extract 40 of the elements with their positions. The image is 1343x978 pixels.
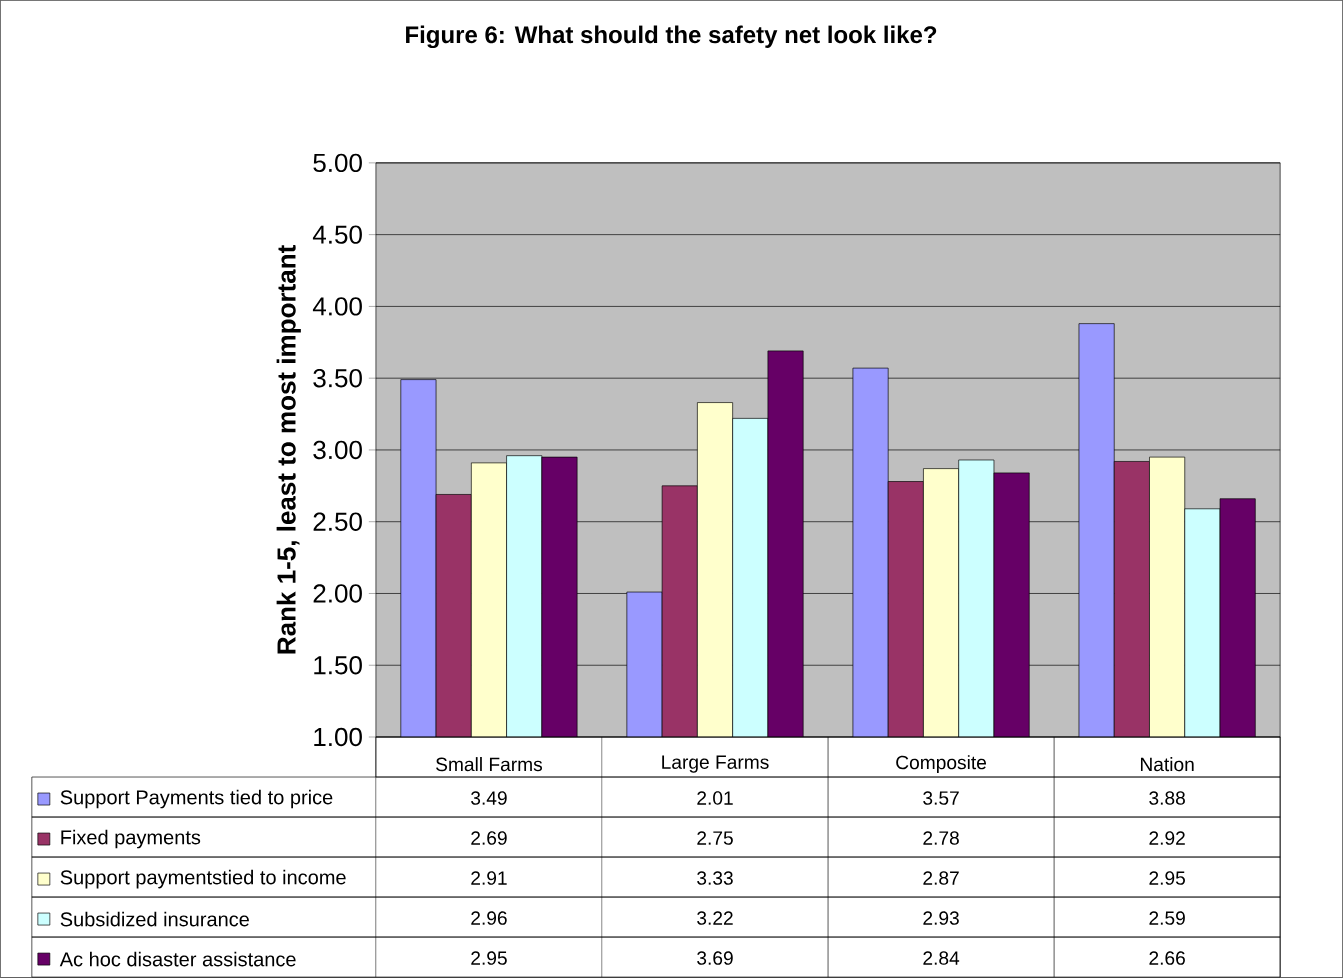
y-tick-label: 1.50 (314, 656, 362, 675)
data-label: 2.91 (471, 871, 507, 885)
x-tick-label: Small Farms (436, 757, 543, 772)
x-tick-label: Nation (1140, 757, 1194, 772)
data-label: 2.59 (1149, 911, 1185, 925)
data-label: 2.66 (1149, 951, 1185, 965)
y-tick-label: 2.00 (313, 584, 362, 603)
data-label: 3.33 (697, 871, 733, 885)
y-tick-label: 3.50 (313, 369, 362, 388)
data-label: 3.22 (697, 911, 733, 925)
data-label: 2.96 (471, 911, 507, 925)
data-label: 2.93 (923, 911, 959, 925)
data-label: 2.01 (697, 791, 733, 805)
legend-label: Subsidized insurance (60, 911, 249, 927)
legend-label: Support Payments tied to price (60, 789, 333, 809)
data-label: 3.69 (697, 951, 733, 965)
data-label: 2.75 (697, 831, 733, 845)
data-label: 2.69 (471, 831, 507, 845)
data-label: 3.49 (471, 791, 507, 805)
legend-label: Ac hoc disaster assistance (59, 951, 296, 967)
data-label: 3.88 (1149, 791, 1185, 805)
legend-label: Support paymentstied to income (60, 869, 346, 889)
data-label: 3.57 (923, 791, 959, 805)
y-tick-label: 3.00 (313, 440, 362, 460)
x-tick-label: Large Farms (662, 755, 769, 773)
y-tick-label: 4.50 (312, 225, 362, 244)
data-label: 2.92 (1149, 831, 1185, 845)
chart-title: Figure 6: What should the safety net look like? (406, 25, 937, 49)
data-label: 2.95 (471, 951, 507, 965)
data-label: 2.84 (923, 951, 960, 965)
legend-label: Fixed payments (61, 829, 201, 849)
data-label: 2.87 (923, 871, 959, 885)
y-axis-title: Rank 1-5, least to most important (276, 245, 301, 654)
y-tick-label: 2.50 (313, 512, 362, 531)
y-tick-label: 1.00 (314, 727, 362, 747)
data-label: 2.78 (923, 831, 959, 845)
x-tick-label: Composite (896, 755, 987, 774)
y-tick-label: 5.00 (313, 153, 362, 173)
y-tick-label: 4.00 (312, 297, 362, 316)
data-label: 2.95 (1149, 871, 1185, 885)
